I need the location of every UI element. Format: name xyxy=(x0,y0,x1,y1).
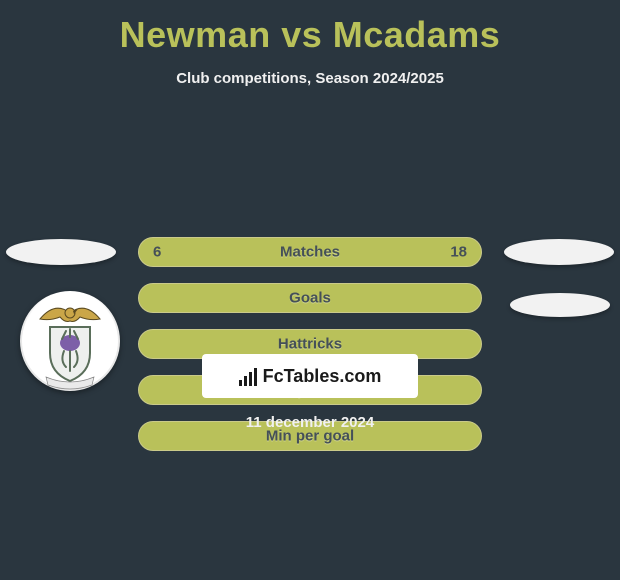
stat-bar-matches: 6 Matches 18 xyxy=(138,237,482,267)
barchart-ascending-icon xyxy=(239,366,257,386)
club-crest-icon xyxy=(20,291,120,391)
stat-label: Matches xyxy=(280,244,340,261)
left-player-slot xyxy=(6,239,116,265)
page-title: Newman vs Mcadams xyxy=(0,0,620,56)
right-secondary-slot xyxy=(510,293,610,317)
page-subtitle: Club competitions, Season 2024/2025 xyxy=(0,70,620,87)
stat-bar-goals: Goals xyxy=(138,283,482,313)
brand-badge[interactable]: FcTables.com xyxy=(202,354,418,398)
stat-label: Goals xyxy=(289,290,331,307)
stat-label: Hattricks xyxy=(278,336,342,353)
footer-date: 11 december 2024 xyxy=(0,414,620,431)
stat-right-value: 18 xyxy=(450,244,467,261)
right-player-slot xyxy=(504,239,614,265)
stat-left-value: 6 xyxy=(153,244,161,261)
brand-text: FcTables.com xyxy=(263,366,382,387)
